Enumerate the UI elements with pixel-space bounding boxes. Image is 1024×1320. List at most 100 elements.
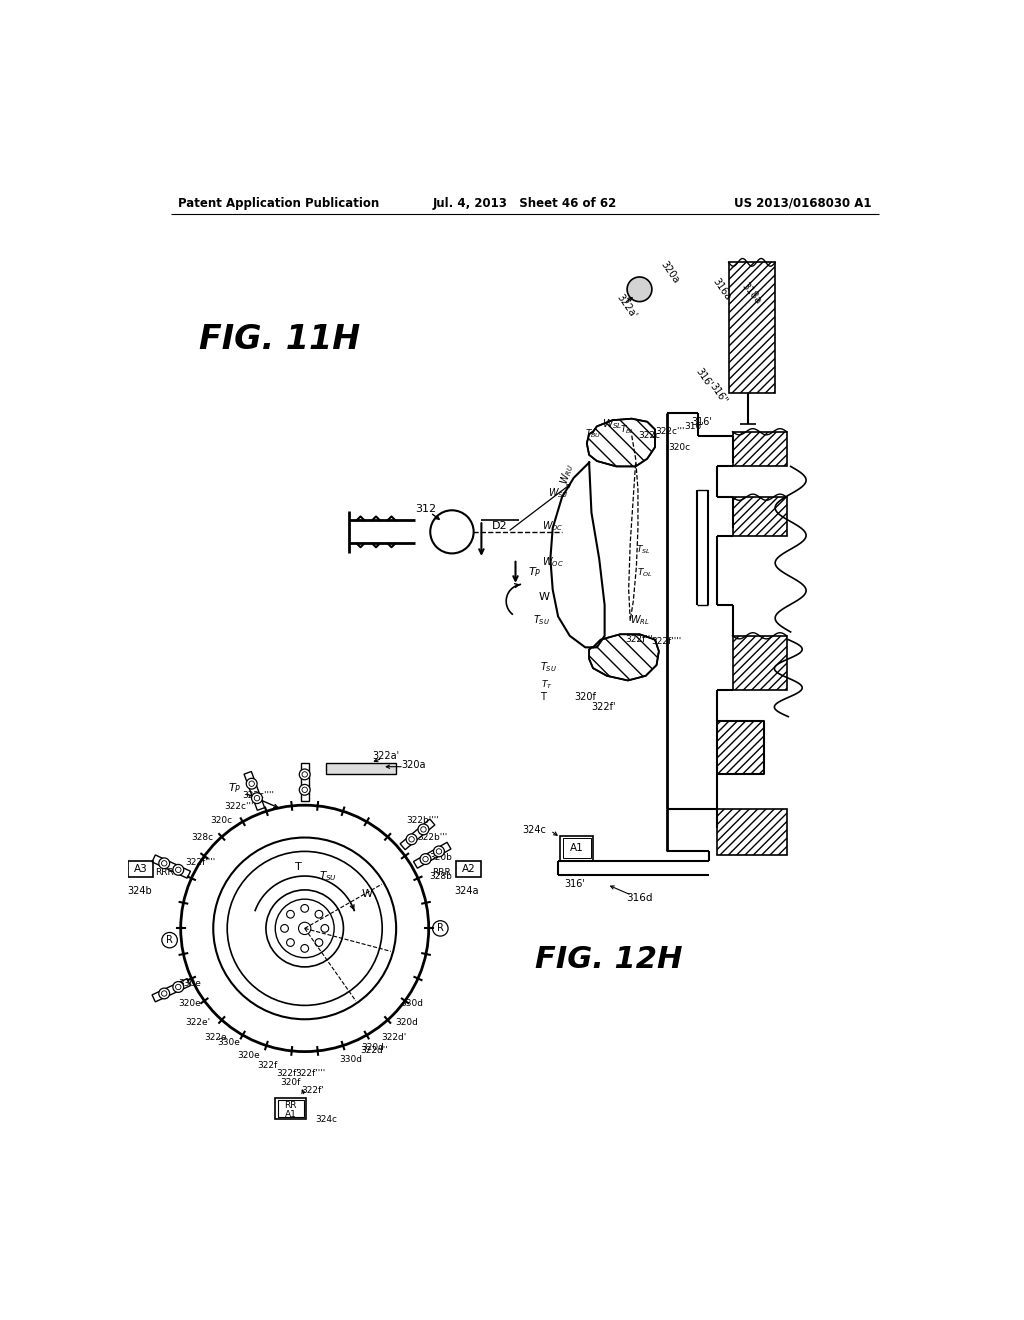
Text: W: W bbox=[539, 593, 550, 602]
Text: $T_P$: $T_P$ bbox=[228, 781, 242, 795]
Text: 316a: 316a bbox=[711, 276, 733, 302]
Text: US 2013/0168030 A1: US 2013/0168030 A1 bbox=[734, 197, 872, 210]
Text: 320e: 320e bbox=[178, 999, 202, 1008]
Text: T: T bbox=[295, 862, 302, 871]
Circle shape bbox=[627, 277, 652, 302]
Polygon shape bbox=[301, 763, 308, 801]
Bar bbox=[729, 263, 775, 393]
Text: 322f'''': 322f'''' bbox=[651, 638, 682, 647]
Text: 318a: 318a bbox=[740, 281, 764, 306]
Text: $W_{RU}$: $W_{RU}$ bbox=[558, 462, 577, 486]
Text: A1: A1 bbox=[569, 843, 584, 853]
Circle shape bbox=[420, 854, 431, 865]
Bar bbox=[732, 432, 786, 466]
Bar bbox=[275, 1098, 306, 1119]
Text: 322a': 322a' bbox=[373, 751, 399, 760]
Text: RR: RR bbox=[285, 1101, 297, 1110]
Text: $W_{DC}$: $W_{DC}$ bbox=[542, 520, 563, 533]
Text: 328c: 328c bbox=[191, 833, 213, 842]
Text: 324a: 324a bbox=[455, 886, 479, 896]
Text: $T_P$: $T_P$ bbox=[528, 565, 542, 578]
Circle shape bbox=[430, 511, 474, 553]
Text: 322f'''': 322f'''' bbox=[296, 1069, 326, 1077]
Text: $T_T$: $T_T$ bbox=[541, 678, 552, 690]
Circle shape bbox=[407, 834, 417, 845]
Text: D2: D2 bbox=[493, 520, 508, 531]
Text: $T_{BL}$: $T_{BL}$ bbox=[621, 424, 635, 436]
Text: 316': 316' bbox=[693, 367, 714, 389]
Circle shape bbox=[418, 824, 429, 834]
Bar bbox=[563, 838, 591, 858]
Text: 316': 316' bbox=[565, 879, 586, 888]
Text: $W_{SU}$: $W_{SU}$ bbox=[548, 487, 568, 500]
Text: 322c'''': 322c'''' bbox=[243, 792, 274, 800]
Text: W: W bbox=[361, 888, 372, 899]
Bar bbox=[732, 636, 786, 689]
Text: 330d: 330d bbox=[340, 1055, 362, 1064]
Text: FIG. 12H: FIG. 12H bbox=[535, 945, 682, 974]
Text: 322f': 322f' bbox=[301, 1085, 324, 1094]
Text: 320c: 320c bbox=[669, 442, 691, 451]
Circle shape bbox=[252, 793, 262, 804]
Circle shape bbox=[159, 989, 170, 999]
Text: 316d: 316d bbox=[627, 892, 652, 903]
Text: 320a: 320a bbox=[658, 260, 681, 285]
Circle shape bbox=[159, 858, 170, 869]
Text: $T_{SU}$: $T_{SU}$ bbox=[541, 660, 557, 673]
Text: RRR: RRR bbox=[432, 869, 451, 878]
Circle shape bbox=[433, 846, 444, 857]
Text: $T_{SU}$: $T_{SU}$ bbox=[318, 869, 337, 883]
Text: 322f: 322f bbox=[257, 1061, 278, 1071]
Text: 330e: 330e bbox=[178, 979, 202, 989]
Bar bbox=[717, 809, 786, 855]
Text: A2: A2 bbox=[462, 865, 475, 874]
Text: 320a: 320a bbox=[401, 760, 425, 770]
Text: 320e: 320e bbox=[238, 1051, 260, 1060]
Text: 320d: 320d bbox=[361, 1043, 384, 1052]
Polygon shape bbox=[152, 855, 190, 878]
Text: 328b: 328b bbox=[429, 871, 452, 880]
Text: $T_{BU}$: $T_{BU}$ bbox=[585, 428, 601, 441]
Bar bbox=[278, 1100, 304, 1117]
Text: R: R bbox=[166, 935, 173, 945]
Text: $T_{OL}$: $T_{OL}$ bbox=[637, 566, 652, 579]
Text: 330d: 330d bbox=[400, 999, 423, 1008]
Text: $W_{OC}$: $W_{OC}$ bbox=[542, 554, 563, 569]
Text: 320d: 320d bbox=[395, 1018, 419, 1027]
Text: Jul. 4, 2013   Sheet 46 of 62: Jul. 4, 2013 Sheet 46 of 62 bbox=[433, 197, 616, 210]
Text: Patent Application Publication: Patent Application Publication bbox=[178, 197, 380, 210]
Text: 322e': 322e' bbox=[185, 1018, 210, 1027]
Text: 322b''': 322b''' bbox=[418, 833, 447, 842]
Text: 322d'': 322d'' bbox=[360, 1045, 388, 1055]
Text: FIG. 11H: FIG. 11H bbox=[199, 323, 359, 356]
Bar bbox=[717, 721, 764, 775]
Text: A1: A1 bbox=[285, 1110, 297, 1119]
Text: 324c: 324c bbox=[522, 825, 547, 834]
Polygon shape bbox=[400, 818, 435, 850]
Text: 320c: 320c bbox=[210, 816, 232, 825]
Bar bbox=[732, 498, 786, 536]
Text: 322f'''': 322f'''' bbox=[185, 858, 215, 867]
Text: 324b: 324b bbox=[127, 886, 152, 896]
Circle shape bbox=[173, 865, 183, 875]
Text: 322f': 322f' bbox=[591, 702, 615, 711]
Text: R: R bbox=[437, 924, 443, 933]
Polygon shape bbox=[244, 771, 264, 810]
Text: 322a': 322a' bbox=[614, 292, 638, 321]
Text: 316': 316' bbox=[691, 417, 712, 426]
Circle shape bbox=[299, 770, 310, 780]
Polygon shape bbox=[152, 978, 190, 1002]
Text: $T_{SU}$: $T_{SU}$ bbox=[532, 614, 550, 627]
Text: 322d': 322d' bbox=[381, 1034, 407, 1043]
Text: $T_{SL}$: $T_{SL}$ bbox=[636, 544, 650, 556]
Polygon shape bbox=[587, 418, 655, 466]
Text: 316": 316" bbox=[708, 381, 729, 405]
Text: $W_{SL}$: $W_{SL}$ bbox=[602, 417, 623, 430]
Text: 322f': 322f' bbox=[276, 1069, 299, 1077]
Text: 320f: 320f bbox=[281, 1078, 301, 1086]
Text: A3: A3 bbox=[134, 865, 147, 874]
Text: 322c: 322c bbox=[638, 432, 659, 440]
Polygon shape bbox=[414, 842, 451, 869]
Text: 322f''': 322f''' bbox=[626, 635, 653, 644]
Text: T: T bbox=[540, 693, 546, 702]
